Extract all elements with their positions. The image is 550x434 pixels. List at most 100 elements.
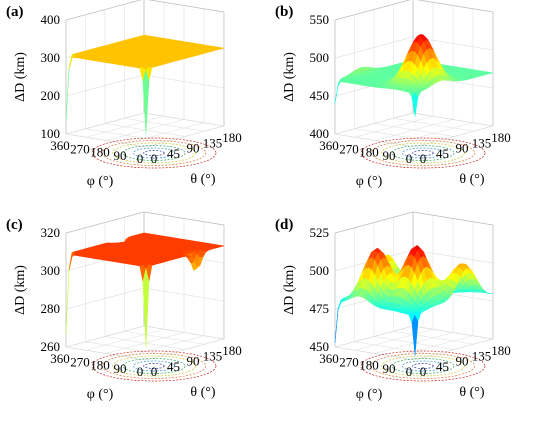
theta-axis-label: θ (°) xyxy=(459,172,484,187)
phi-axis-label: φ (°) xyxy=(87,174,114,189)
contour-ring xyxy=(412,150,434,156)
contour-ring xyxy=(391,358,455,374)
contour-ring xyxy=(101,353,207,379)
contour-rings xyxy=(91,350,217,382)
theta-tick-label: 180 xyxy=(222,130,242,145)
z-tick-label: 525 xyxy=(310,225,330,240)
z-tick-label: 280 xyxy=(41,301,61,316)
panel-label: (b) xyxy=(275,4,293,20)
theta-tick-label: 0 xyxy=(420,364,427,379)
surface-patch xyxy=(142,268,150,347)
phi-tick-label: 0 xyxy=(406,151,413,166)
box-edge xyxy=(65,211,145,234)
phi-tick-label: 0 xyxy=(137,364,144,379)
contour-ring xyxy=(381,355,465,377)
contour-ring xyxy=(101,140,207,166)
contour-ring xyxy=(132,360,176,372)
z-tick-label: 300 xyxy=(41,50,61,65)
phi-tick-label: 180 xyxy=(90,358,110,373)
theta-axis-label: θ (°) xyxy=(190,172,215,187)
theta-axis-label: θ (°) xyxy=(459,385,484,400)
contour-ring xyxy=(143,363,165,369)
contour-ring xyxy=(360,350,486,382)
theta-axis-label: θ (°) xyxy=(190,385,215,400)
contour-ring xyxy=(91,350,217,382)
grid-line-floor-theta xyxy=(143,325,225,340)
grid-line-floor-theta xyxy=(412,325,494,340)
contour-ring xyxy=(112,142,196,164)
contour-ring xyxy=(391,145,455,161)
box-edge xyxy=(143,211,225,226)
grid-line-floor-theta xyxy=(334,346,416,361)
grid-line-floor-theta xyxy=(65,133,147,148)
contour-rings xyxy=(91,137,217,169)
z-tick-label: 550 xyxy=(310,12,330,27)
z-tick-label: 450 xyxy=(310,339,330,354)
z-tick-label: 400 xyxy=(310,126,330,141)
phi-axis-label: φ (°) xyxy=(87,387,114,402)
theta-tick-label: 45 xyxy=(167,359,180,374)
contour-ring xyxy=(132,147,176,159)
theta-tick-label: 0 xyxy=(151,364,158,379)
phi-axis-label: φ (°) xyxy=(356,387,383,402)
z-tick-label: 475 xyxy=(310,301,330,316)
phi-tick-label: 270 xyxy=(339,141,359,156)
contour-rings xyxy=(360,350,486,382)
grid-line-floor-theta xyxy=(354,341,435,355)
z-tick-label: 450 xyxy=(310,88,330,103)
z-tick-label: 320 xyxy=(41,225,61,240)
surface xyxy=(334,34,494,117)
theta-tick-label: 135 xyxy=(472,135,492,150)
box-edge xyxy=(334,0,411,21)
contour-ring xyxy=(360,137,486,169)
box-edge xyxy=(416,0,494,13)
phi-axis-label: φ (°) xyxy=(356,174,383,189)
theta-tick-label: 135 xyxy=(203,135,223,150)
z-tick-label: 200 xyxy=(41,88,61,103)
phi-tick-label: 90 xyxy=(114,148,127,163)
theta-tick-label: 180 xyxy=(491,343,511,358)
z-axis-label: ΔD (km) xyxy=(282,52,297,102)
surface-patch xyxy=(411,314,419,356)
grid-line-floor-theta xyxy=(124,118,205,132)
surface xyxy=(334,245,494,356)
theta-tick-label: 45 xyxy=(167,146,180,161)
contour-ring xyxy=(412,363,434,369)
contour-ring xyxy=(381,142,465,164)
surface-patch xyxy=(142,69,150,134)
phi-tick-label: 90 xyxy=(114,361,127,376)
phi-tick-label: 90 xyxy=(383,148,396,163)
grid-line-floor-theta xyxy=(354,128,435,142)
phi-tick-label: 360 xyxy=(50,138,70,153)
contour-ring xyxy=(401,147,445,159)
grid-line-floor-theta xyxy=(65,346,147,361)
contour-rings xyxy=(360,137,486,169)
grid-line-floor-theta xyxy=(85,341,166,355)
phi-tick-label: 270 xyxy=(70,141,90,156)
grid-line-floor-theta xyxy=(393,118,474,132)
z-tick-label: 260 xyxy=(41,339,61,354)
phi-tick-label: 270 xyxy=(339,354,359,369)
grid-line-floor-theta xyxy=(104,336,186,350)
phi-tick-label: 360 xyxy=(319,351,339,366)
theta-tick-label: 90 xyxy=(187,141,200,156)
phi-tick-label: 360 xyxy=(319,138,339,153)
box-edge xyxy=(147,0,225,13)
phi-tick-label: 0 xyxy=(406,364,413,379)
theta-tick-label: 45 xyxy=(436,146,449,161)
grid-line-floor-theta xyxy=(412,112,494,127)
grid-line-floor-theta xyxy=(85,128,166,142)
z-axis-label: ΔD (km) xyxy=(13,265,28,315)
surface-patch xyxy=(411,92,419,117)
theta-tick-label: 135 xyxy=(203,348,223,363)
grid-line-floor-theta xyxy=(104,123,186,137)
panel-label: (a) xyxy=(6,4,24,20)
z-tick-label: 400 xyxy=(41,12,61,27)
phi-tick-label: 0 xyxy=(137,151,144,166)
grid-line-floor-theta xyxy=(124,331,205,345)
contour-ring xyxy=(143,150,165,156)
z-axis-label: ΔD (km) xyxy=(282,265,297,315)
